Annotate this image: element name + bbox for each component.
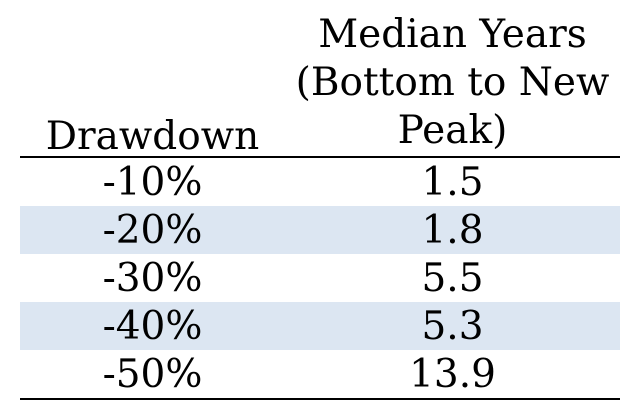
table-header: Drawdown Median Years (Bottom to New Pea… — [20, 8, 620, 159]
median-years-cell: 5.5 — [421, 255, 484, 301]
header-rule — [20, 156, 620, 158]
drawdown-cell: -10% — [102, 159, 203, 205]
table-row: -10% 1.5 — [20, 158, 620, 206]
table-row: -50% 13.9 — [20, 350, 620, 398]
column-header-line: Median Years — [318, 12, 587, 57]
median-years-cell: 13.9 — [409, 351, 496, 397]
table-row: -20% 1.8 — [20, 206, 620, 254]
median-years-cell: 5.3 — [421, 303, 484, 349]
table-row: -40% 5.3 — [20, 302, 620, 350]
drawdown-cell: -50% — [102, 351, 203, 397]
median-years-cell: 1.8 — [421, 207, 484, 253]
drawdown-cell: -20% — [102, 207, 203, 253]
drawdown-table: Drawdown Median Years (Bottom to New Pea… — [20, 8, 620, 400]
drawdown-cell: -30% — [102, 255, 203, 301]
column-header-line: (Bottom to New — [295, 60, 610, 105]
bottom-rule — [20, 398, 620, 400]
column-header-median-years: Median Years (Bottom to New Peak) — [285, 11, 620, 155]
median-years-cell: 1.5 — [421, 159, 484, 205]
drawdown-cell: -40% — [102, 303, 203, 349]
column-header-line: Peak) — [397, 108, 508, 153]
table-row: -30% 5.5 — [20, 254, 620, 302]
column-header-drawdown: Drawdown — [45, 114, 260, 159]
